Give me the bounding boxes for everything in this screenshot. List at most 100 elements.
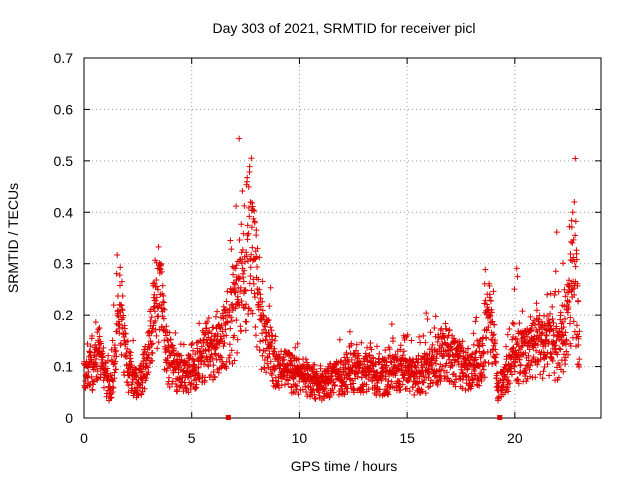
data-point	[459, 338, 466, 345]
data-point	[547, 350, 554, 357]
data-point	[424, 358, 431, 365]
data-point	[445, 332, 452, 339]
data-point	[98, 356, 105, 363]
data-point	[232, 265, 239, 272]
data-point	[111, 375, 118, 382]
data-point	[166, 329, 173, 336]
data-point	[133, 372, 140, 379]
data-point	[108, 346, 115, 353]
data-point	[256, 254, 263, 261]
data-point	[569, 209, 576, 216]
data-point	[404, 378, 411, 385]
data-point	[175, 351, 182, 358]
data-point	[241, 267, 248, 274]
data-point	[229, 263, 236, 270]
data-point	[240, 274, 247, 281]
data-point	[571, 291, 578, 298]
data-point	[374, 343, 381, 350]
data-point	[552, 268, 559, 275]
data-point	[185, 389, 192, 396]
data-point	[433, 355, 440, 362]
data-point	[543, 327, 550, 334]
data-point	[368, 346, 375, 353]
data-point	[209, 355, 216, 362]
data-point	[170, 357, 177, 364]
data-point	[341, 368, 348, 375]
data-point	[327, 373, 334, 380]
data-point	[399, 352, 406, 359]
data-point	[387, 358, 394, 365]
data-point	[224, 319, 231, 326]
data-point	[436, 373, 443, 380]
data-point	[304, 371, 311, 378]
data-point	[544, 291, 551, 298]
data-point	[575, 298, 582, 305]
data-point	[488, 306, 495, 313]
data-point	[95, 326, 102, 333]
data-point	[152, 326, 159, 333]
data-point	[438, 344, 445, 351]
data-point	[141, 385, 148, 392]
data-point	[262, 323, 269, 330]
data-point	[155, 243, 162, 250]
data-point	[243, 253, 250, 260]
data-point	[559, 331, 566, 338]
data-point	[293, 386, 300, 393]
data-point	[565, 351, 572, 358]
data-point	[514, 273, 521, 280]
data-point	[122, 330, 129, 337]
data-point	[516, 370, 523, 377]
data-point	[238, 328, 245, 335]
data-point	[572, 263, 579, 270]
data-point	[118, 278, 125, 285]
data-point	[117, 340, 124, 347]
data-point	[104, 357, 111, 364]
data-point	[573, 250, 580, 257]
data-point	[118, 302, 125, 309]
data-point	[544, 313, 551, 320]
data-point	[127, 349, 134, 356]
data-point	[124, 379, 131, 386]
data-point	[113, 347, 120, 354]
data-point	[226, 358, 233, 365]
data-point	[396, 378, 403, 385]
data-point	[163, 323, 170, 330]
data-point	[442, 320, 449, 327]
data-point	[507, 354, 514, 361]
data-point	[254, 245, 261, 252]
data-point	[478, 378, 485, 385]
data-point	[562, 329, 569, 336]
data-point	[172, 330, 179, 337]
data-point	[503, 343, 510, 350]
data-point	[419, 388, 426, 395]
data-point	[517, 361, 524, 368]
data-point	[236, 275, 243, 282]
data-point	[400, 348, 407, 355]
data-point	[251, 294, 258, 301]
data-point	[242, 327, 249, 334]
data-point	[170, 345, 177, 352]
data-point	[222, 314, 229, 321]
data-point	[226, 305, 233, 312]
data-point	[160, 315, 167, 322]
data-point	[324, 367, 331, 374]
data-point	[406, 377, 413, 384]
data-point	[439, 363, 446, 370]
data-point	[569, 239, 576, 246]
data-point	[248, 251, 255, 258]
data-point	[515, 380, 522, 387]
y-axis-title: SRMTID / TECUs	[5, 183, 21, 293]
data-point	[288, 358, 295, 365]
data-point	[455, 358, 462, 365]
data-point	[154, 286, 161, 293]
data-point	[182, 382, 189, 389]
data-point	[264, 354, 271, 361]
data-point	[363, 373, 370, 380]
data-point	[246, 163, 253, 170]
data-point	[151, 280, 158, 287]
data-point	[336, 336, 343, 343]
data-point	[303, 388, 310, 395]
data-point	[195, 364, 202, 371]
data-point	[97, 340, 104, 347]
